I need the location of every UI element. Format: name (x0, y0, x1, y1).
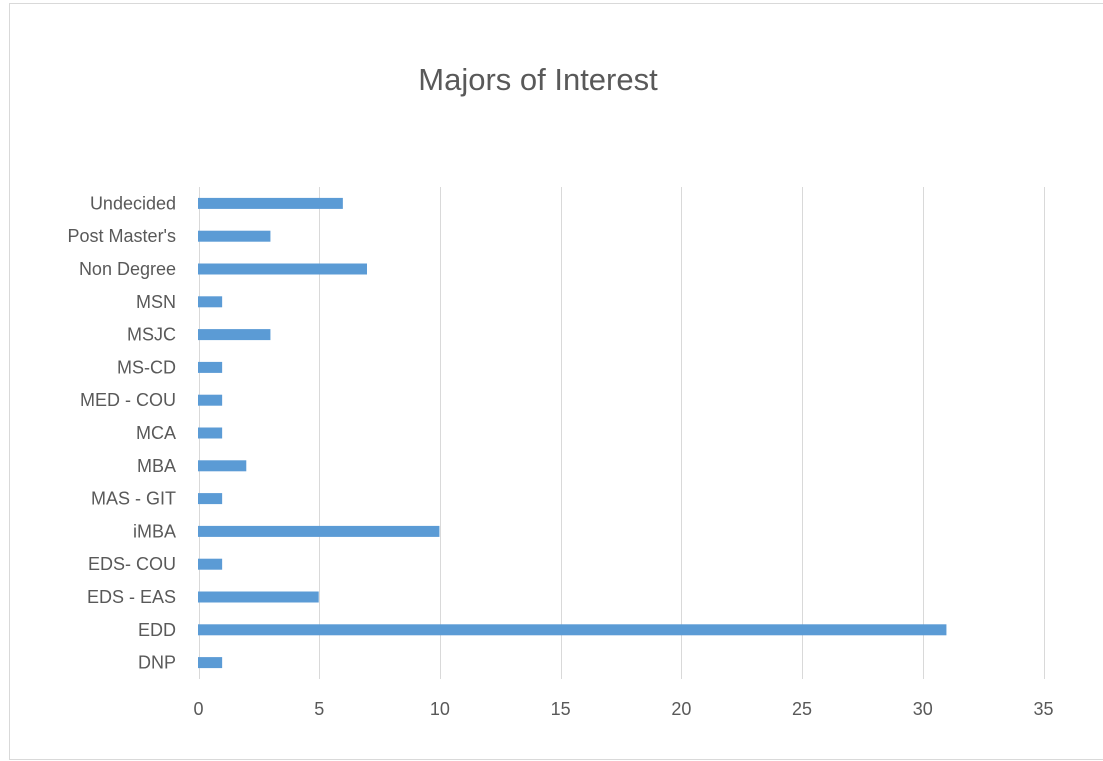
x-tick-label: 0 (193, 699, 203, 719)
x-tick-label: 35 (1033, 699, 1053, 719)
bar (198, 296, 223, 308)
bar (198, 329, 271, 341)
category-label: MSN (136, 292, 176, 312)
chart-frame: Majors of Interest DNP EDD EDS - EAS EDS- C… (9, 3, 1103, 760)
category-label: Undecided (90, 193, 176, 213)
x-tick-label: 5 (314, 699, 324, 719)
x-tick-label: 20 (671, 699, 691, 719)
category-label-layer: DNP EDD EDS - EAS EDS- COU iMBA MAS - GIT MBA M… (68, 193, 176, 672)
category-label: Post Master's (68, 226, 176, 246)
bar (198, 263, 367, 275)
x-tick-label: 25 (792, 699, 812, 719)
x-tick-label: 15 (551, 699, 571, 719)
category-label: MBA (137, 456, 176, 476)
category-label: DNP (138, 653, 176, 673)
chart-title: Majors of Interest (418, 62, 658, 97)
chart-svg: Majors of Interest DNP EDD EDS - EAS EDS- C… (68, 62, 1054, 719)
category-label: iMBA (133, 521, 176, 541)
category-label: MAS - GIT (91, 489, 176, 509)
category-label: MED - COU (80, 390, 176, 410)
category-label: MS-CD (117, 357, 176, 377)
category-label: EDS- COU (88, 554, 176, 574)
bar (198, 493, 223, 505)
bar (198, 525, 440, 537)
bar (198, 361, 223, 373)
bar (198, 230, 271, 242)
x-tick-label: 30 (913, 699, 933, 719)
bar (198, 197, 343, 209)
category-label: MSJC (127, 325, 176, 345)
bar (198, 558, 223, 570)
category-label: Non Degree (79, 259, 176, 279)
grid-layer (199, 187, 1045, 679)
category-label: EDS - EAS (87, 587, 176, 607)
category-label: EDD (138, 620, 176, 640)
bar (198, 657, 223, 669)
bar-layer (198, 197, 947, 669)
bar (198, 427, 223, 439)
bar (198, 394, 223, 406)
category-label: MCA (136, 423, 176, 443)
bar (198, 591, 319, 603)
tick-label-layer: 0 5 10 15 20 25 30 35 (193, 699, 1053, 719)
bar (198, 460, 247, 472)
x-tick-label: 10 (430, 699, 450, 719)
bar (198, 624, 947, 636)
